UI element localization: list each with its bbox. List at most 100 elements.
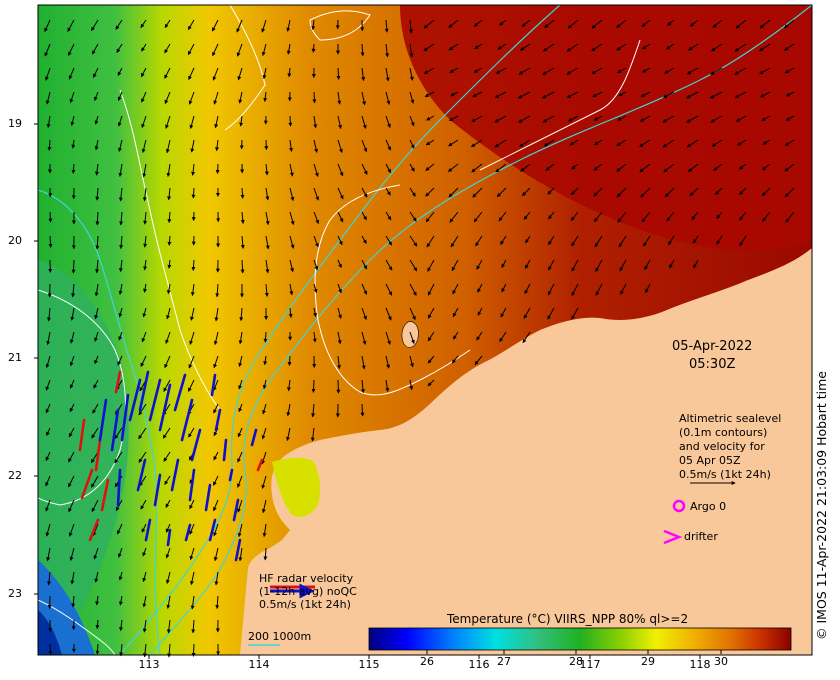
velocity-arrow [118, 571, 123, 581]
velocity-arrow [142, 187, 147, 202]
velocity-arrow [518, 67, 531, 75]
velocity-arrow [494, 115, 507, 123]
velocity-arrow [167, 259, 172, 269]
x-tick-label: 115 [358, 658, 380, 671]
velocity-arrow [238, 355, 243, 368]
velocity-arrow [261, 19, 267, 33]
velocity-arrow [734, 67, 747, 75]
velocity-arrow [686, 91, 699, 99]
velocity-arrow [263, 331, 268, 343]
colorbar-tick-label: 29 [641, 655, 655, 668]
velocity-arrow [785, 91, 795, 97]
velocity-arrow [240, 211, 245, 225]
velocity-arrow [427, 283, 435, 296]
velocity-arrow [191, 163, 196, 176]
velocity-arrow [617, 115, 627, 121]
velocity-arrow [474, 43, 483, 50]
velocity-arrow [92, 403, 99, 414]
velocity-arrow [143, 259, 148, 271]
velocity-arrow [524, 259, 531, 269]
time-label: 05:30Z [689, 357, 736, 372]
velocity-arrow [639, 139, 651, 148]
velocity-arrow [167, 211, 172, 224]
velocity-arrow [213, 451, 219, 461]
velocity-arrow [426, 115, 435, 121]
velocity-arrow [784, 187, 795, 198]
velocity-arrow [385, 379, 390, 393]
velocity-arrow [688, 43, 699, 51]
velocity-arrow [189, 547, 195, 561]
velocity-arrow [693, 259, 699, 269]
velocity-arrow [664, 67, 675, 74]
velocity-arrow [761, 187, 771, 197]
velocity-arrow [312, 331, 317, 343]
velocity-arrow [93, 547, 99, 560]
velocity-arrow [686, 139, 699, 148]
velocity-arrow [409, 67, 414, 81]
velocity-arrow [71, 139, 76, 149]
velocity-arrow [236, 19, 243, 33]
velocity-arrow [571, 307, 579, 320]
velocity-arrow [289, 187, 295, 202]
velocity-arrow [238, 379, 243, 390]
velocity-arrow [477, 283, 483, 293]
velocity-arrow [142, 163, 147, 178]
velocity-arrow [265, 259, 270, 274]
velocity-arrow [616, 139, 627, 147]
velocity-arrow [117, 67, 123, 76]
velocity-arrow [286, 427, 291, 442]
velocity-arrow [409, 379, 414, 391]
velocity-arrow [45, 523, 51, 537]
velocity-arrow [189, 331, 195, 345]
velocity-arrow [265, 187, 270, 201]
velocity-arrow [385, 331, 391, 345]
isobath-contours [38, 5, 812, 655]
velocity-arrow [191, 259, 196, 271]
velocity-arrow [238, 331, 243, 345]
velocity-arrow [566, 43, 579, 52]
velocity-arrow [91, 19, 99, 32]
velocity-arrow [114, 427, 123, 440]
velocity-arrow [385, 355, 390, 369]
velocity-arrow [737, 139, 747, 146]
velocity-arrow [426, 235, 435, 248]
velocity-arrow [691, 211, 699, 221]
velocity-arrow [118, 259, 123, 273]
velocity-arrow [48, 643, 53, 655]
velocity-arrow [518, 115, 531, 123]
velocity-arrow [570, 187, 579, 196]
velocity-arrow [215, 595, 220, 610]
velocity-arrow [45, 91, 51, 105]
velocity-arrow [385, 259, 393, 271]
velocity-arrow [361, 187, 368, 198]
velocity-arrow [311, 403, 316, 418]
velocity-arrow [448, 187, 459, 198]
velocity-arrow [337, 163, 344, 177]
velocity-arrow [448, 19, 459, 28]
velocity-arrow [142, 619, 147, 633]
velocity-arrow [69, 91, 75, 104]
velocity-arrow [213, 331, 219, 346]
velocity-arrow [361, 331, 367, 346]
velocity-arrow [119, 211, 124, 226]
velocity-arrow [287, 67, 292, 78]
velocity-arrow [191, 187, 196, 199]
velocity-arrow [525, 235, 531, 244]
colorbar-tick-label: 30 [714, 655, 728, 668]
velocity-arrow [140, 355, 147, 368]
velocity-arrow [166, 595, 171, 609]
velocity-arrow [311, 19, 316, 31]
credit-label: © IMOS 11-Apr-2022 21:03:09 Hobart time [814, 371, 829, 640]
velocity-arrow [620, 283, 627, 295]
velocity-arrow [409, 331, 415, 345]
velocity-arrow [118, 139, 123, 152]
velocity-arrow [167, 187, 172, 201]
velocity-arrow [645, 283, 651, 294]
velocity-arrow [188, 91, 195, 105]
velocity-arrow [784, 43, 795, 51]
velocity-arrow [715, 187, 723, 195]
x-tick-label: 116 [468, 658, 490, 671]
cool-water-patch [38, 260, 129, 655]
velocity-arrow [289, 259, 294, 273]
velocity-arrow [523, 211, 531, 220]
